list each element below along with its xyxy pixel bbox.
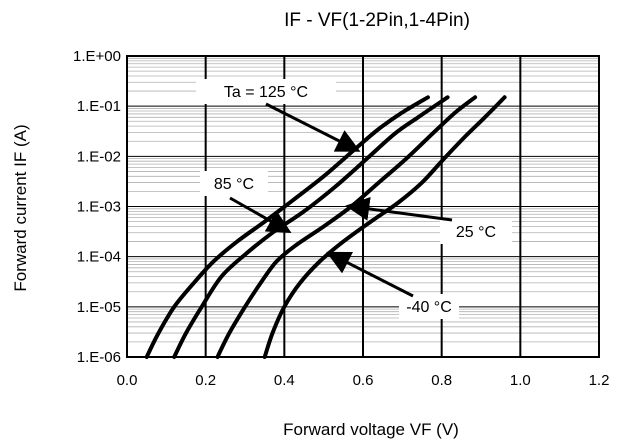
annotation-box xyxy=(440,219,512,244)
y-tick-label: 1.E-04 xyxy=(77,249,121,266)
y-axis-label: Forward current IF (A) xyxy=(11,124,30,291)
x-tick-label: 0.4 xyxy=(274,372,295,389)
x-axis-label: Forward voltage VF (V) xyxy=(283,420,459,439)
annotation-label: 85 °C xyxy=(214,176,254,193)
chart-title: IF - VF(1-2Pin,1-4Pin) xyxy=(284,10,470,31)
annotation-label: Ta = 125 °C xyxy=(224,84,308,101)
x-tick-label: 1.0 xyxy=(510,372,531,389)
annotation-arrow xyxy=(345,196,453,222)
y-tick-label: 1.E+00 xyxy=(73,48,121,65)
annotation-arrow xyxy=(265,102,361,152)
annotation-box xyxy=(196,79,336,104)
annotation-label: 25 °C xyxy=(456,224,496,241)
annotation-box xyxy=(399,294,459,319)
y-tick-label: 1.E-06 xyxy=(77,349,121,366)
series-line-curve-125c xyxy=(144,95,430,359)
x-tick-label: 1.2 xyxy=(589,372,610,389)
annotation-label: -40 °C xyxy=(406,299,452,316)
plot-frame xyxy=(126,55,600,358)
series-line-curve-minus40c xyxy=(262,95,507,359)
y-tick-label: 1.E-01 xyxy=(77,98,121,115)
x-tick-label: 0.8 xyxy=(431,372,452,389)
y-tick-label: 1.E-03 xyxy=(77,199,121,216)
y-tick-label: 1.E-05 xyxy=(77,299,121,316)
annotation-arrow xyxy=(326,251,414,298)
annotation-box xyxy=(200,171,268,196)
annotation-arrow xyxy=(229,196,292,233)
y-tick-label: 1.E-02 xyxy=(77,148,121,165)
plot-area: 1.E-06 1.E-05 1.E-04 1.E-03 1.E-02 1.E-01 1.E+… xyxy=(73,48,609,389)
x-tick-label: 0.2 xyxy=(195,372,216,389)
series-line-curve-25c xyxy=(215,95,478,359)
x-tick-label: 0.0 xyxy=(117,372,138,389)
x-tick-label: 0.6 xyxy=(353,372,374,389)
